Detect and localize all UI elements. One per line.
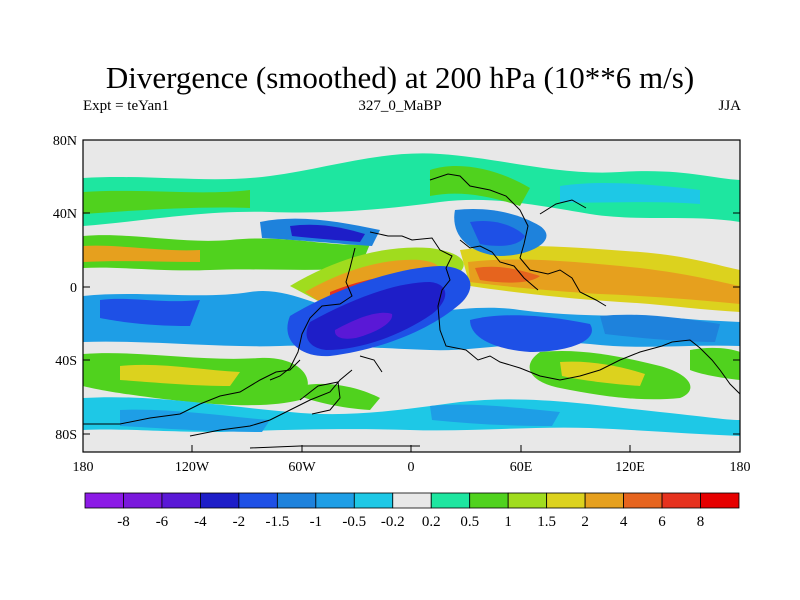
colorbar-box [469,492,509,509]
lat-label-0: 0 [70,281,77,296]
colorbar-box [392,492,432,509]
colorbar-level-label: 4 [620,514,628,530]
colorbar-box [161,492,201,509]
plot-title: Divergence (smoothed) at 200 hPa (10**6 … [105,60,695,95]
colorbar-box [623,492,663,509]
experiment-label: Expt = teYan1 [83,98,170,114]
colorbar-level-label: -0.5 [342,514,366,530]
colorbar-level-label: -1 [310,514,323,530]
lon-label-180e: 180 [730,460,751,475]
colorbar-level-label: -1.5 [265,514,289,530]
colorbar-level-label: 2 [581,514,589,530]
colorbar-box [238,492,278,509]
colorbar-box [353,492,394,509]
colorbar-level-label: 1 [504,514,512,530]
colorbar-box [584,492,624,509]
colorbar-box [546,492,586,509]
season-label: JJA [718,98,741,114]
lon-label-0: 0 [408,460,415,475]
lon-label-60e: 60E [510,460,533,475]
colorbar-level-label: -4 [194,514,207,530]
colorbar-box [661,492,701,509]
colorbar-box [315,492,355,509]
colorbar-box [430,492,471,509]
lat-label-40s: 40S [55,354,77,369]
colorbar-level-label: 0.5 [460,514,479,530]
colorbar-box [200,492,240,509]
colorbar-level-label: -8 [117,514,130,530]
latitude-axis [83,139,740,435]
lon-label-60w: 60W [288,460,316,475]
colorbar-box [123,492,163,509]
case-label: 327_0_MaBP [358,98,442,114]
lat-label-80s: 80S [55,428,77,443]
longitude-axis [82,445,741,452]
colorbar-box [276,492,317,509]
colorbar-level-label: -2 [233,514,246,530]
colorbar-box [700,492,740,509]
divergence-field [83,140,740,452]
lon-label-120e: 120E [615,460,645,475]
lat-label-80n: 80N [53,134,77,149]
colorbar-level-label: -0.2 [381,514,405,530]
colorbar-level-label: -6 [156,514,169,530]
colorbar-box [507,492,548,509]
colorbar [84,492,740,509]
colorbar-level-label: 8 [697,514,705,530]
lat-label-40n: 40N [53,207,77,222]
colorbar-box [84,492,124,509]
lon-label-180w: 180 [73,460,94,475]
coastlines [83,173,740,449]
colorbar-level-label: 0.2 [422,514,441,530]
colorbar-level-label: 1.5 [537,514,556,530]
colorbar-labels: -8 -6 -4 -2 -1.5 -1 -0.5 -0.2 0.2 0.5 1 1.5 2 4 6 8 [117,514,704,530]
colorbar-level-label: 6 [658,514,666,530]
lon-label-120w: 120W [175,460,210,475]
